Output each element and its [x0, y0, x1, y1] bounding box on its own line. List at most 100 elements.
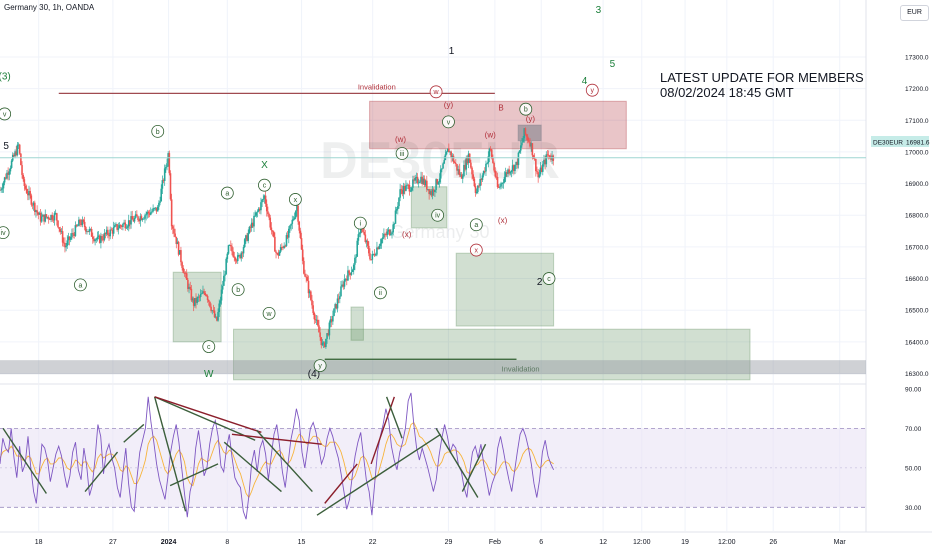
candle-body — [410, 187, 413, 191]
candle-body — [161, 180, 164, 189]
candle-body — [3, 177, 6, 183]
wave-label: y — [313, 359, 327, 372]
candle-body — [105, 229, 108, 235]
candle-body — [539, 167, 542, 175]
rsi-trendline-green — [153, 396, 187, 512]
candle-body — [131, 216, 134, 220]
candle-body — [387, 229, 390, 232]
candle-body — [262, 198, 265, 200]
candle-body — [284, 245, 287, 247]
candle-body — [141, 218, 144, 220]
candle-body — [277, 253, 280, 256]
rsi-trendline-green — [84, 451, 119, 492]
candle-body — [514, 164, 516, 171]
currency-button[interactable]: EUR — [900, 5, 929, 21]
candle-body — [18, 144, 21, 154]
candle-body — [453, 162, 456, 164]
candle-body — [98, 235, 101, 243]
wave-label-text: iii — [400, 151, 405, 158]
rsi-trendline-green — [385, 396, 403, 439]
candle-body — [10, 160, 13, 168]
candle-body — [370, 259, 372, 261]
candle-body — [305, 276, 307, 278]
candle-body — [224, 274, 226, 276]
candle-body — [169, 173, 172, 200]
x-tick-label: 12:00 — [718, 539, 736, 546]
wave-label: iv — [431, 208, 445, 222]
candle-body — [127, 220, 130, 227]
candle-body — [111, 230, 114, 234]
candle-body — [243, 239, 246, 248]
symbol-title[interactable]: Germany 30, 1h, OANDA — [4, 3, 95, 12]
candle-body — [117, 228, 120, 230]
candle-body — [129, 220, 131, 225]
candle-body — [154, 207, 157, 209]
candle-body — [240, 252, 243, 259]
rsi-trendline-green — [256, 429, 313, 493]
candle-body — [314, 319, 317, 321]
candle-body — [201, 293, 203, 295]
candle-body — [528, 140, 530, 142]
candle-body — [181, 262, 183, 268]
wave-label: a — [220, 186, 234, 200]
candle-body — [151, 211, 153, 213]
last-price-tag-bg — [871, 136, 929, 147]
rsi-trendline-green — [154, 396, 256, 441]
candle-body — [119, 225, 122, 227]
candle-body — [419, 181, 421, 183]
candle-body — [172, 226, 174, 229]
y-tick-label: 17300.0 — [905, 54, 929, 61]
candle-body — [294, 211, 297, 218]
candle-body — [537, 172, 539, 178]
rsi-trendline-green — [316, 433, 442, 516]
y-tick-label: 17100.0 — [905, 118, 929, 125]
wave-label-circle — [262, 306, 276, 320]
candle-body — [371, 254, 374, 260]
candle-body — [417, 182, 420, 184]
candle-body — [535, 158, 537, 172]
candle-body — [327, 333, 330, 336]
wave-label-circle — [151, 124, 165, 138]
wave-label: c — [258, 178, 271, 192]
candle-body — [545, 154, 548, 165]
candle-body — [261, 199, 263, 203]
candle-body — [97, 235, 100, 237]
watermark-name: Germany 30 — [390, 222, 489, 242]
candle-body — [422, 178, 425, 185]
candle-body — [517, 152, 520, 166]
candle-body — [134, 214, 137, 218]
candle-body — [332, 316, 334, 322]
candle-body — [265, 203, 268, 212]
candle-body — [307, 280, 310, 294]
candle-body — [540, 167, 543, 172]
candle-body — [88, 229, 91, 232]
candle-body — [456, 164, 458, 171]
candle-body — [455, 163, 457, 165]
wave-label: 5 — [3, 141, 9, 152]
wave-label-circle — [220, 186, 234, 200]
candle-body — [511, 165, 514, 171]
candle-body — [58, 227, 60, 229]
candle-body — [177, 241, 180, 255]
candle-body — [348, 270, 350, 274]
candle-body — [79, 219, 81, 224]
candle-body — [228, 245, 231, 246]
wave-label-circle — [0, 107, 12, 121]
wave-label-circle — [288, 193, 302, 206]
wave-label: B — [498, 103, 503, 112]
candle-body — [432, 189, 435, 193]
wave-label-text: (3) — [0, 71, 11, 82]
candle-body — [437, 182, 440, 185]
candle-body — [207, 300, 210, 302]
candle-body — [147, 211, 150, 214]
candle-body — [250, 222, 253, 228]
candle-body — [449, 151, 451, 153]
candle-body — [392, 224, 394, 233]
candle-body — [403, 186, 406, 191]
candle-body — [15, 151, 18, 156]
candle-body — [351, 269, 354, 273]
wave-label-text: c — [547, 276, 551, 283]
candle-body — [446, 148, 449, 152]
candle-body — [7, 172, 9, 175]
